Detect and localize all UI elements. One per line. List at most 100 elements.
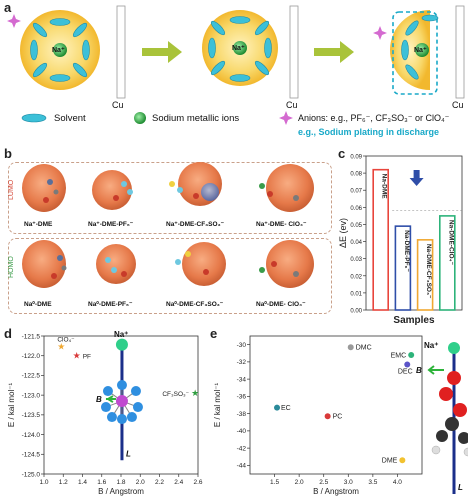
point-label: EC xyxy=(281,405,291,412)
point-label: CF₃SO₃⁻ xyxy=(162,391,189,398)
chart-d-xtick-label: 1.6 xyxy=(97,479,106,486)
lumo-label-1: Na⁺-DME-PF₆⁻ xyxy=(88,221,134,228)
chart-d-xtick-label: 1.8 xyxy=(116,479,125,486)
homo-box xyxy=(8,238,332,314)
bar xyxy=(394,225,412,311)
chart-c-ytick-label: 0.03 xyxy=(350,257,362,263)
bar-label: Na-DME xyxy=(381,174,388,200)
stage-3 xyxy=(373,5,465,99)
point-label: DME xyxy=(382,458,398,465)
point-label: ClO₄⁻ xyxy=(57,337,75,344)
chart-d-ytick-label: -122.0 xyxy=(22,353,41,360)
c-atom xyxy=(445,417,459,431)
homo-label-2: Na⁰-DME-CF₃SO₃⁻ xyxy=(166,301,224,308)
chart-d-xtick-label: 1.4 xyxy=(78,479,87,486)
chart-c-xlabel: Samples xyxy=(393,315,435,326)
lumo-label-2: Na⁺-DME-CF₃SO₃⁻ xyxy=(166,221,225,228)
chart-c-ytick-label: 0.06 xyxy=(350,206,362,212)
bar xyxy=(439,215,456,311)
chart-e-ytick-label: -38 xyxy=(237,411,247,418)
point-label: DEC xyxy=(398,368,413,375)
chart-d: 1.0 1.2 1.4 1.6 1.8 2.0 2.2 2.4 2.6 -121.5 -122.0 -… xyxy=(7,330,203,496)
f-atom xyxy=(130,386,141,397)
chart-d-xtick-label: 2.4 xyxy=(174,479,183,486)
chart-c-ytick-label: 0.04 xyxy=(350,240,362,246)
lumo-box xyxy=(8,162,332,234)
f-atom xyxy=(100,402,111,413)
b-arrow xyxy=(105,395,116,403)
na-ion-label-3: Na⁺ xyxy=(414,47,427,54)
lumo-orbitals xyxy=(22,162,314,212)
chart-e-xlabel: B / Angstrom xyxy=(313,487,359,496)
homo-label-0: Na⁰-DME xyxy=(24,301,52,308)
chart-c-ytick-label: 0.01 xyxy=(350,291,362,297)
lumo-label-0: Na⁺-DME xyxy=(24,221,53,228)
chart-c-arrow xyxy=(409,170,424,186)
legend-plating-text: e.g., Sodium plating in discharge xyxy=(298,127,440,137)
chart-d-ytick-label: -124.0 xyxy=(22,432,41,439)
legend-anion-icon xyxy=(279,111,293,125)
f-atom xyxy=(132,402,143,413)
o-atom xyxy=(439,387,453,401)
homo-label-3: Na⁰-DME- ClO₄⁻ xyxy=(256,301,306,308)
h-atom xyxy=(463,447,468,457)
chart-d-xtick-label: 2.0 xyxy=(136,479,145,486)
o-atom xyxy=(453,403,467,417)
chart-e-frame xyxy=(249,335,423,475)
panel-b-label: b xyxy=(4,146,12,161)
point-label: DMC xyxy=(356,345,372,352)
lumo-text: LUMO xyxy=(8,179,15,200)
chart-c-ytick-label: 0.08 xyxy=(350,172,362,178)
chart-e: 1.5 2.0 2.5 3.0 3.5 4.0 -30 -32 -34 -36 -38 -40 -42 -… xyxy=(213,335,468,496)
bar-label: Na-DME-PF₆⁻ xyxy=(403,230,410,272)
chart-e-ytick-label: -32 xyxy=(237,359,247,366)
p-atom xyxy=(115,395,128,408)
point xyxy=(274,404,281,411)
f-atom xyxy=(116,380,127,391)
na-label: Na⁺ xyxy=(114,330,128,339)
point-label: EMC xyxy=(391,352,407,359)
lumo-label-3: Na⁺-DME- ClO₄⁻ xyxy=(256,221,307,228)
panel-a-label: a xyxy=(4,0,12,15)
chart-c-frame xyxy=(365,155,463,311)
chart-d-xlabel: B / Angstrom xyxy=(98,487,144,496)
chart-d-xtick-label: 1.2 xyxy=(59,479,68,486)
cu-label-1: Cu xyxy=(112,100,124,110)
panel-b: b LUMO HOMO xyxy=(0,144,335,314)
chart-c: 0.00 0.01 0.02 0.03 0.04 0.05 0.06 0.07 0.08 0.09… xyxy=(338,155,463,326)
chart-e-xtick-label: 3.5 xyxy=(368,479,377,486)
point xyxy=(404,361,411,368)
chart-e-xtick-label: 1.5 xyxy=(270,479,279,486)
chart-c-ylabel: ΔE (ev) xyxy=(338,218,348,248)
cu-label-2: Cu xyxy=(286,100,298,110)
chart-c-ytick-label: 0.02 xyxy=(350,274,362,280)
panel-a-schematic xyxy=(7,5,465,125)
chart-d-ylabel: E / kal mol⁻¹ xyxy=(7,383,16,428)
panel-c-label: c xyxy=(338,146,346,161)
o-atom xyxy=(447,371,461,385)
chart-e-ytick-label: -40 xyxy=(237,428,247,435)
b-label: B xyxy=(96,395,102,404)
f-atom xyxy=(116,414,127,425)
b-arrow xyxy=(427,365,444,375)
point xyxy=(399,457,406,464)
chart-e-xtick-label: 2.0 xyxy=(295,479,304,486)
orbital-images: LUMO HOMO xyxy=(8,162,314,288)
chart-d-ytick-label: -122.5 xyxy=(22,373,41,380)
chart-d-ytick-label: -124.5 xyxy=(22,452,41,459)
homo-text: HOMO xyxy=(8,256,15,278)
legend-sodium-text: Sodium metallic ions xyxy=(152,113,240,124)
b-label: B xyxy=(416,366,422,375)
legend-sodium-icon xyxy=(134,112,146,124)
chart-e-xtick-label: 3.0 xyxy=(344,479,353,486)
chart-e-ytick-label: -44 xyxy=(237,463,247,470)
chart-d-ytick-label: -121.5 xyxy=(22,333,41,340)
f-atom xyxy=(126,412,137,423)
chart-e-xtick-label: 4.0 xyxy=(393,479,402,486)
c-atom xyxy=(436,430,448,442)
chart-d-ytick-label: -123.0 xyxy=(22,392,41,399)
panel-d-label: d xyxy=(4,326,12,341)
legend-anion-text: Anions: e.g., PF₆⁻, CF₃SO₃⁻ or ClO₄⁻ xyxy=(298,113,450,123)
cu-label-3: Cu xyxy=(452,100,464,110)
stage-2 xyxy=(202,5,299,99)
